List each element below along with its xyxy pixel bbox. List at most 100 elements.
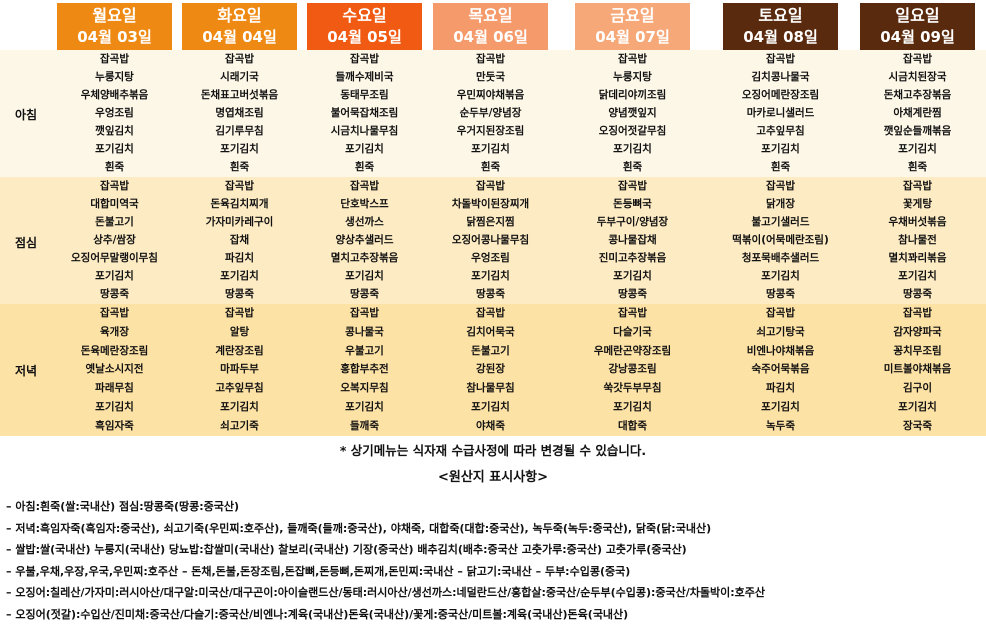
menu-item: 마카로니샐러드 bbox=[746, 106, 815, 119]
menu-item: 강된장 bbox=[476, 363, 505, 376]
meal-dinner: 잡곡밥 쇠고기탕국 비엔나야채볶음 숙주어묵볶음 파김치 포기김치 녹두죽 bbox=[723, 304, 838, 436]
menu-item: 들깨수제비국 bbox=[335, 70, 394, 83]
menu-item: 꽃게탕 bbox=[903, 197, 932, 210]
menu-item: 닭데리야끼조림 bbox=[598, 88, 667, 101]
meal-lunch: 잡곡밥 돈등뼈국 두부구이/양념장 콩나물잡채 진미고추장볶음 포기김치 땅콩죽 bbox=[575, 177, 690, 304]
day-date: 04월 08일 bbox=[743, 28, 818, 46]
menu-item: 포기김치 bbox=[613, 270, 652, 283]
menu-item: 흰죽 bbox=[229, 161, 250, 174]
menu-item: 잡곡밥 bbox=[100, 306, 129, 319]
menu-item: 흰죽 bbox=[354, 161, 375, 174]
menu-item: 김구이 bbox=[903, 382, 932, 395]
menu-item: 오징어무말랭이무침 bbox=[71, 252, 158, 265]
menu-item: 잡곡밥 bbox=[766, 306, 795, 319]
meal-lunch: 잡곡밥 돈육김치찌개 가자미카레구이 잡채 파김치 포기김치 땅콩죽 bbox=[182, 177, 297, 304]
menu-item: 아채계란찜 bbox=[893, 106, 942, 119]
menu-item: 김기루무침 bbox=[215, 125, 264, 138]
menu-item: 떡볶이(어묵메란조림) bbox=[732, 233, 829, 246]
menu-item: 잡곡밥 bbox=[618, 306, 647, 319]
menu-item: 닭개장 bbox=[766, 197, 795, 210]
meal-breakfast: 잡곡밥 들깨수제비국 동태무조림 불어묵잡채조림 시금치나물무침 포기김치 흰죽 bbox=[307, 50, 422, 177]
day-date: 04월 04일 bbox=[202, 28, 277, 46]
meal-lunch: 잡곡밥 닭개장 불고기샐러드 떡볶이(어묵메란조림) 청포묵배추샐러드 포기김치 땅콩죽 bbox=[723, 177, 838, 304]
menu-item: 돈불고기 bbox=[471, 344, 510, 357]
day-name: 토요일 bbox=[758, 6, 803, 25]
menu-item: 땅콩죽 bbox=[100, 288, 129, 301]
menu-item: 멸치고추장볶음 bbox=[330, 252, 399, 265]
menu-change-note: * 상기메뉴는 식자재 수급사정에 따라 변경될 수 있습니다. bbox=[339, 443, 647, 458]
menu-item: 잡곡밥 bbox=[476, 306, 505, 319]
menu-item: 쇠고기탕국 bbox=[756, 325, 805, 338]
menu-item: 참나물무침 bbox=[466, 382, 515, 395]
menu-item: 잡채 bbox=[229, 233, 250, 246]
menu-item: 육개장 bbox=[100, 325, 129, 338]
menu-item: 포기김치 bbox=[220, 270, 259, 283]
menu-item: 시래기국 bbox=[220, 70, 259, 83]
menu-item: 우거지된장조림 bbox=[456, 125, 525, 138]
menu-item: 진미고추장볶음 bbox=[598, 252, 667, 265]
menu-item: 포기김치 bbox=[471, 401, 510, 414]
menu-item: 김치어묵국 bbox=[466, 325, 515, 338]
origin-line: – 오징어:칠레산/가자미:러시아산/대구알:미국산/대구곤이:아이슬랜드산/동… bbox=[6, 586, 766, 599]
menu-item: 잡곡밥 bbox=[100, 179, 129, 192]
menu-item: 돈육메란장조림 bbox=[80, 344, 149, 357]
menu-item: 포기김치 bbox=[95, 401, 134, 414]
menu-item: 땅콩죽 bbox=[225, 288, 254, 301]
meal-lunch: 잡곡밥 단호박스프 생선까스 양상추샐러드 멸치고추장볶음 포기김치 땅콩죽 bbox=[307, 177, 422, 304]
day-column: 화요일 04월 04일 잡곡밥 시래기국 돈채표고버섯볶음 명엽채조림 김기루무침 포기김치 흰… bbox=[182, 3, 297, 432]
lunch-band bbox=[0, 177, 986, 304]
menu-item: 잡곡밥 bbox=[225, 306, 254, 319]
meal-breakfast: 잡곡밥 시래기국 돈채표고버섯볶음 명엽채조림 김기루무침 포기김치 흰죽 bbox=[182, 50, 297, 177]
menu-item: 잡곡밥 bbox=[225, 52, 254, 65]
menu-item: 만둣국 bbox=[476, 70, 505, 83]
menu-item: 땅콩죽 bbox=[476, 288, 505, 301]
menu-item: 깻잎순들깨볶음 bbox=[883, 125, 952, 138]
menu-item: 들깨죽 bbox=[350, 419, 379, 432]
menu-item: 우엉조림 bbox=[95, 106, 134, 119]
menu-item: 잡곡밥 bbox=[225, 179, 254, 192]
day-name: 목요일 bbox=[468, 6, 513, 25]
menu-item: 미트볼야채볶음 bbox=[883, 363, 952, 376]
menu-item: 흰죽 bbox=[104, 161, 125, 174]
menu-item: 잡곡밥 bbox=[350, 179, 379, 192]
origin-line: – 저녁:흑임자죽(흑임자:중국산), 쇠고기죽(우민찌:호주산), 들깨죽(들… bbox=[6, 521, 712, 535]
menu-item: 잡곡밥 bbox=[618, 179, 647, 192]
menu-item: 오징어메란장조림 bbox=[741, 88, 820, 101]
menu-item: 계란장조림 bbox=[215, 344, 264, 357]
menu-item: 콩나물국 bbox=[345, 325, 384, 338]
menu-item: 우민찌야채볶음 bbox=[456, 88, 525, 101]
menu-item: 생선까스 bbox=[345, 215, 384, 228]
day-header: 목요일 04월 06일 bbox=[433, 3, 548, 50]
menu-item: 깻잎김치 bbox=[95, 125, 134, 138]
menu-item: 포기김치 bbox=[761, 401, 800, 414]
meal-dinner: 잡곡밥 다슬기국 우메란곤약장조림 강낭콩조림 쑥갓두부무침 포기김치 대합죽 bbox=[575, 304, 690, 436]
origin-line: – 아침:흰죽(쌀:국내산) 점심:땅콩죽(땅콩:중국산) bbox=[6, 500, 240, 513]
menu-item: 포기김치 bbox=[613, 143, 652, 156]
menu-item: 땅콩죽 bbox=[903, 288, 932, 301]
day-name: 일요일 bbox=[895, 6, 940, 25]
menu-item: 돈등뼈국 bbox=[613, 197, 652, 210]
day-column: 일요일 04월 09일 잡곡밥 시금치된장국 돈채고추장볶음 아채계란찜 깻잎순들깨볶음 포기… bbox=[860, 3, 975, 432]
menu-item: 포기김치 bbox=[471, 270, 510, 283]
meal-dinner: 잡곡밥 알탕 계란장조림 마파두부 고추잎무침 포기김치 쇠고기죽 bbox=[182, 304, 297, 436]
menu-item: 포기김치 bbox=[898, 401, 937, 414]
menu-item: 상추/쌈장 bbox=[93, 233, 136, 246]
day-column: 목요일 04월 06일 잡곡밥 만둣국 우민찌야채볶음 순두부/양념장 우거지된장조림 포기김… bbox=[433, 3, 548, 432]
menu-item: 포기김치 bbox=[220, 143, 259, 156]
menu-item: 땅콩죽 bbox=[618, 288, 647, 301]
day-name: 월요일 bbox=[92, 6, 137, 25]
menu-item: 명엽채조림 bbox=[215, 106, 264, 119]
meal-dinner: 잡곡밥 육개장 돈육메란장조림 옛날소시지전 파래무침 포기김치 흑임자죽 bbox=[57, 304, 172, 436]
menu-item: 우체양배추볶음 bbox=[80, 88, 149, 101]
menu-item: 야채죽 bbox=[476, 419, 505, 432]
meal-lunch: 잡곡밥 꽃게탕 우채버섯볶음 참나물전 멸치꽈리볶음 포기김치 땅콩죽 bbox=[860, 177, 975, 304]
menu-item: 다슬기국 bbox=[613, 325, 652, 338]
day-name: 수요일 bbox=[342, 6, 387, 25]
day-column: 금요일 04월 07일 잡곡밥 누룽지탕 닭데리야끼조림 양념깻잎지 오징어젓갈무침 포기김치… bbox=[575, 3, 690, 432]
menu-item: 오징어젓갈무침 bbox=[598, 125, 667, 138]
menu-item: 포기김치 bbox=[898, 270, 937, 283]
menu-item: 흰죽 bbox=[907, 161, 928, 174]
menu-item: 포기김치 bbox=[898, 143, 937, 156]
menu-item: 단호박스프 bbox=[340, 197, 389, 210]
day-date: 04월 07일 bbox=[595, 28, 670, 46]
